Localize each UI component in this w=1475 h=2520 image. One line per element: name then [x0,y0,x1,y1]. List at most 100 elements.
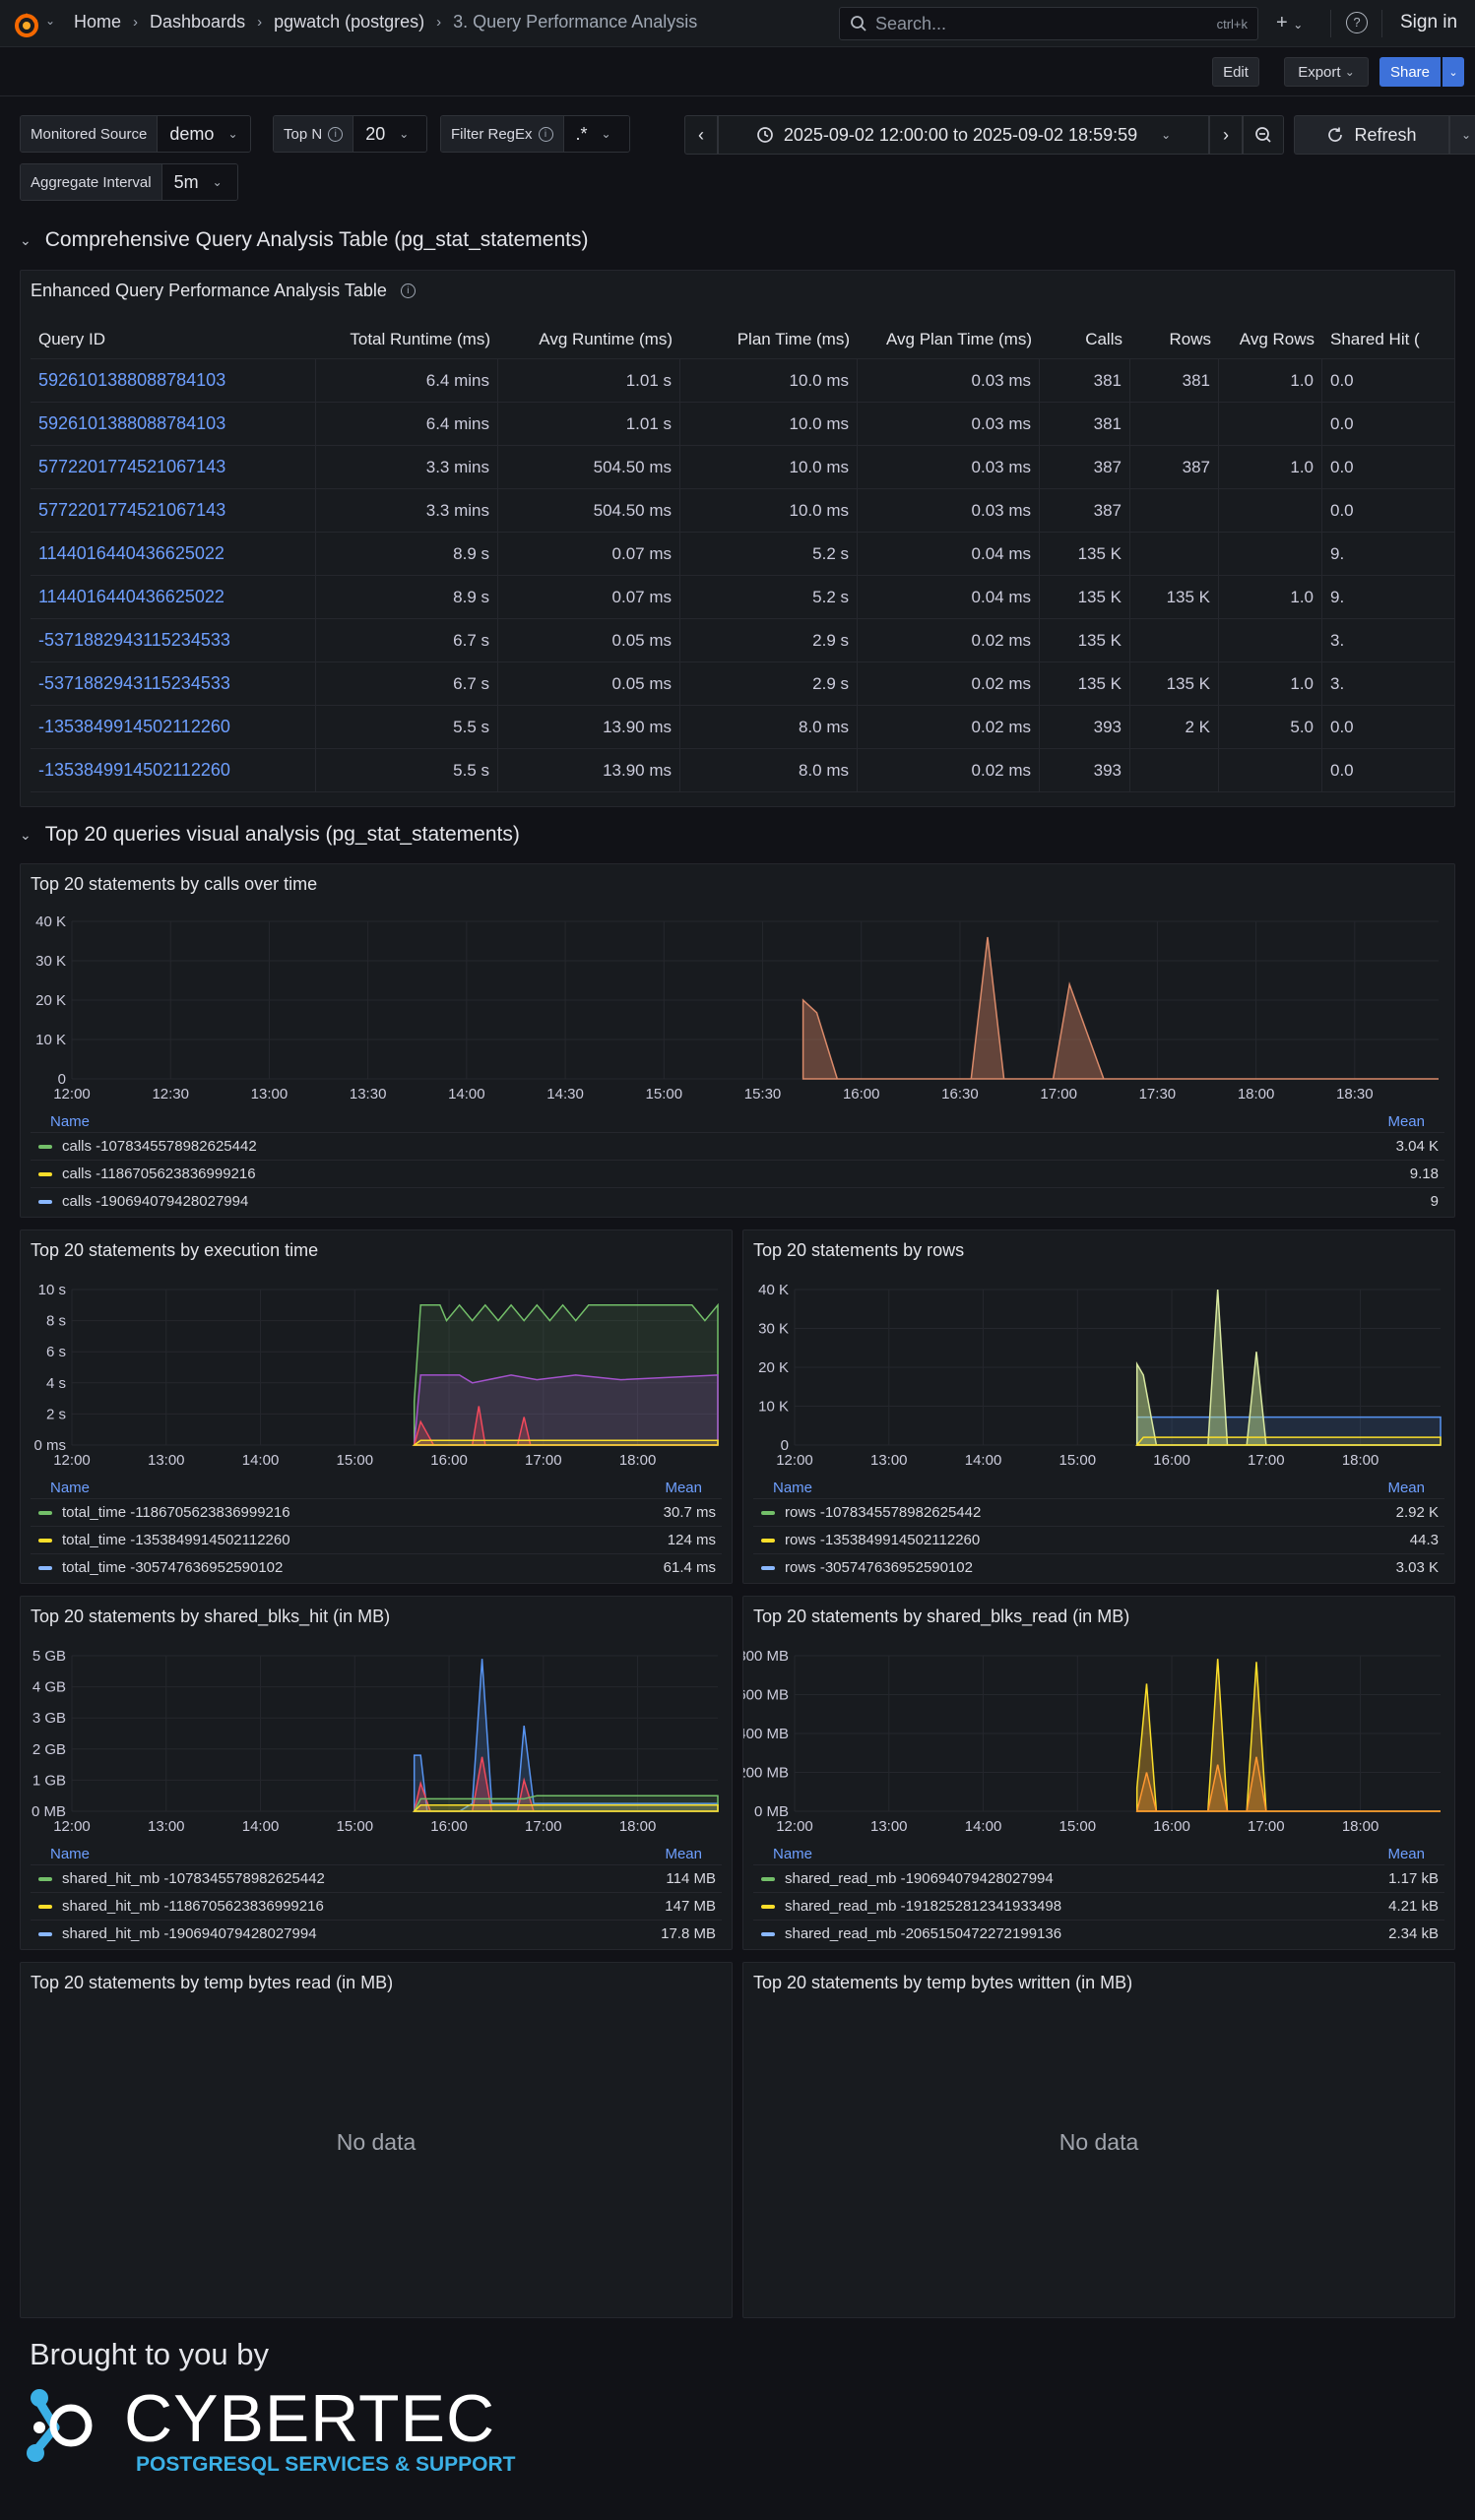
column-header[interactable]: Avg Plan Time (ms) [885,329,1032,348]
x-tick-label: 14:00 [965,1818,1002,1835]
table-row: -5371882943115234533 6.7 s 0.05 ms 2.9 s 0.0… [31,619,1454,662]
series-line[interactable] [802,936,1439,1080]
time-forward-button[interactable]: › [1209,115,1243,155]
row-toggle-visual[interactable]: ⌄ Top 20 queries visual analysis (pg_sta… [20,823,520,847]
legend-item[interactable]: shared_hit_mb -190694079428027994 17.8 MB [31,1920,722,1947]
info-icon[interactable]: i [538,126,553,142]
top-n-select[interactable]: 20 ⌄ [353,116,427,152]
legend-item[interactable]: shared_read_mb -190694079428027994 1.17 k… [753,1864,1444,1892]
time-range-picker[interactable]: 2025-09-02 12:00:00 to 2025-09-02 18:59:… [718,115,1209,155]
search-input[interactable]: Search... ctrl+k [839,7,1258,40]
legend-name-header[interactable]: Name [50,1112,91,1130]
aggregate-interval-variable[interactable]: Aggregate Interval 5m ⌄ [20,163,238,201]
column-header[interactable]: Shared Hit ( [1330,329,1420,348]
column-header[interactable]: Plan Time (ms) [737,329,850,348]
cybertec-logo[interactable]: CYBERTEC POSTGRESQL SERVICES & SUPPORT [26,2380,528,2479]
legend-item[interactable]: shared_read_mb -2065150472272199136 2.34 … [753,1920,1444,1947]
legend-item[interactable]: rows -1353849914502112260 44.3 [753,1526,1444,1553]
zoom-out-button[interactable] [1243,115,1284,155]
new-plus-icon[interactable]: + ⌄ [1276,12,1304,33]
query-id-link[interactable]: 5772201774521067143 [31,446,316,488]
legend-mean-header[interactable]: Mean [1387,1479,1425,1496]
series-line[interactable] [412,1439,719,1446]
legend-name-header[interactable]: Name [50,1479,91,1496]
legend-name-header[interactable]: Name [773,1845,813,1862]
table-cell: 9. [1330,587,1345,606]
column-header[interactable]: Avg Runtime (ms) [539,329,673,348]
table-cell: 504.50 ms [498,489,680,532]
column-header[interactable]: Avg Rows [1239,329,1315,348]
chart-plot[interactable]: 0 MB 1 GB 2 GB 3 GB 4 GB 5 GB 12:00 13:00 14:00 1… [21,1597,733,1843]
legend-item[interactable]: total_time -305747636952590102 61.4 ms [31,1553,722,1581]
info-icon[interactable]: i [328,126,344,142]
legend-mean-header[interactable]: Mean [1387,1845,1425,1862]
legend-item[interactable]: shared_read_mb -1918252812341933498 4.21 … [753,1892,1444,1920]
query-id-link[interactable]: -1353849914502112260 [31,749,316,791]
chart-plot[interactable]: 0 10 K 20 K 30 K 40 K 12:00 12:30 13:00 13:30 14:… [21,864,1455,1110]
legend-name-header[interactable]: Name [50,1845,91,1862]
query-id-link[interactable]: 1144016440436625022 [31,533,316,575]
share-button[interactable]: Share [1379,57,1441,87]
series-line[interactable] [412,1803,719,1812]
query-id-link[interactable]: -5371882943115234533 [31,662,316,705]
legend-item[interactable]: shared_hit_mb -1078345578982625442 114 MB [31,1864,722,1892]
legend-item[interactable]: calls -1078345578982625442 3.04 K [31,1132,1444,1160]
legend-item[interactable]: rows -305747636952590102 3.03 K [753,1553,1444,1581]
query-id-link[interactable]: 5926101388088784103 [31,403,316,445]
series-line[interactable] [413,1659,719,1812]
column-header[interactable]: Query ID [38,329,106,348]
top-n-variable[interactable]: Top N i 20 ⌄ [273,115,428,153]
legend-series: shared_hit_mb -1078345578982625442 [38,1870,325,1887]
share-options-button[interactable]: ⌄ [1443,57,1464,87]
series-line[interactable] [1135,1756,1441,1812]
info-icon[interactable]: i [400,284,416,298]
sign-in-link[interactable]: Sign in [1400,12,1458,32]
legend-item[interactable]: rows -1078345578982625442 2.92 K [753,1498,1444,1526]
x-tick-label: 18:30 [1336,1086,1374,1102]
column-header[interactable]: Total Runtime (ms) [350,329,490,348]
edit-button[interactable]: Edit [1212,57,1259,87]
time-back-button[interactable]: ‹ [684,115,718,155]
breadcrumb-home[interactable]: Home [74,12,122,32]
chart-plot[interactable]: 0 10 K 20 K 30 K 40 K 12:00 13:00 14:00 15:00 16:… [743,1230,1455,1477]
monitored-source-select[interactable]: demo ⌄ [158,116,251,152]
help-icon[interactable]: ? [1346,12,1368,33]
grafana-logo-icon[interactable] [12,10,41,39]
legend-item[interactable]: total_time -1186705623836999216 30.7 ms [31,1498,722,1526]
legend-mean-header[interactable]: Mean [665,1845,702,1862]
monitored-source-variable[interactable]: Monitored Source demo ⌄ [20,115,252,153]
query-id-link[interactable]: 5772201774521067143 [31,489,316,532]
x-tick-label: 13:00 [870,1452,908,1469]
column-header[interactable]: Rows [1169,329,1211,348]
series-line[interactable] [1135,1436,1442,1446]
chart-plot[interactable]: 0 ms 2 s 4 s 6 s 8 s 10 s 12:00 13:00 14:00 15:00… [21,1230,733,1477]
legend-item[interactable]: total_time -1353849914502112260 124 ms [31,1526,722,1553]
column-header[interactable]: Calls [1085,329,1122,348]
export-button[interactable]: Export ⌄ [1284,57,1369,87]
filter-regex-select[interactable]: .* ⌄ [563,116,629,152]
chart-legend: Name Mean calls -1078345578982625442 3.04 K… [31,1110,1444,1215]
legend-item[interactable]: calls -1186705623836999216 9.18 [31,1160,1444,1187]
query-id-link[interactable]: 1144016440436625022 [31,576,316,618]
series-line[interactable] [413,1302,719,1446]
legend-mean-header[interactable]: Mean [665,1479,702,1496]
aggregate-interval-select[interactable]: 5m ⌄ [161,164,237,200]
legend-item[interactable]: calls -190694079428027994 9 [31,1187,1444,1215]
series-line[interactable] [413,1374,719,1446]
chevron-down-icon[interactable]: ⌄ [45,14,56,28]
query-id-link[interactable]: 5926101388088784103 [31,359,316,402]
chart-plot[interactable]: 0 MB 200 MB 400 MB 600 MB 800 MB 12:00 13:00 14… [743,1597,1455,1843]
series-line[interactable] [1135,1659,1441,1812]
query-id-link[interactable]: -1353849914502112260 [31,706,316,748]
legend-name-header[interactable]: Name [773,1479,813,1496]
row-toggle-table[interactable]: ⌄ Comprehensive Query Analysis Table (pg… [20,228,588,252]
filter-regex-variable[interactable]: Filter RegEx i .* ⌄ [440,115,630,153]
legend-item[interactable]: shared_hit_mb -1186705623836999216 147 MB [31,1892,722,1920]
query-id-link[interactable]: -5371882943115234533 [31,619,316,662]
breadcrumb-dashboards[interactable]: Dashboards [150,12,246,32]
legend-mean-header[interactable]: Mean [1387,1112,1425,1130]
refresh-button[interactable]: Refresh [1294,115,1449,155]
breadcrumb-folder[interactable]: pgwatch (postgres) [274,12,425,32]
refresh-interval-button[interactable]: ⌄ [1449,115,1475,155]
refresh-icon [1328,127,1343,142]
